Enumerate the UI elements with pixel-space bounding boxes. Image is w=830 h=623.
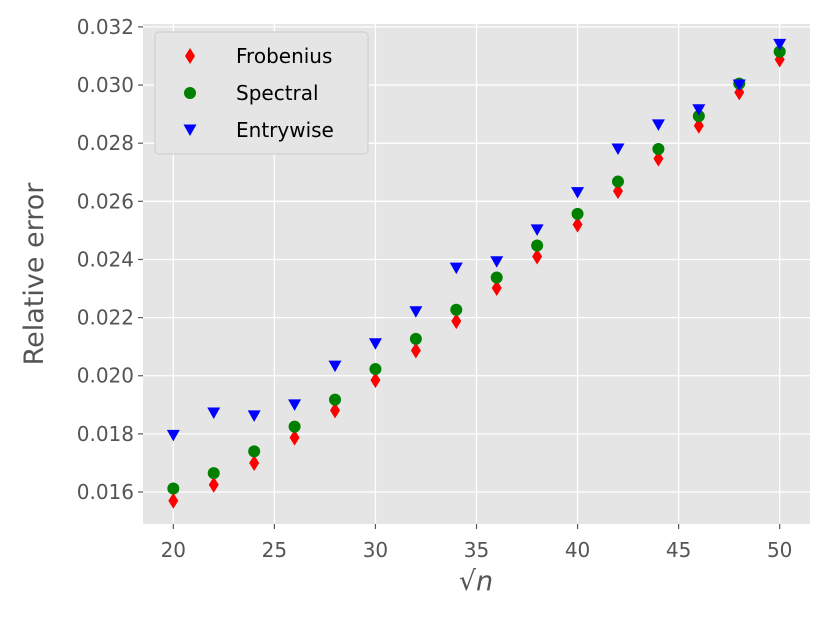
spectral-point (571, 207, 584, 220)
entrywise-point (449, 262, 463, 275)
y-tick-label: 0.026 (77, 189, 134, 213)
spectral-point (490, 271, 503, 284)
x-tick-label: 50 (767, 538, 792, 562)
entrywise-point (490, 256, 504, 268)
legend: Frobenius Spectral Entrywise (154, 31, 369, 155)
legend-items: Frobenius Spectral Entrywise (183, 44, 334, 142)
gridlines (143, 24, 810, 524)
spectral-point (167, 482, 180, 495)
legend-label: Entrywise (236, 118, 334, 142)
legend-box (154, 31, 369, 155)
y-tick-label: 0.030 (77, 73, 134, 97)
entrywise-point (732, 79, 746, 92)
entrywise-point (288, 399, 302, 411)
spectral-point (248, 445, 261, 458)
entrywise-point (571, 187, 585, 199)
spectral-point (652, 143, 665, 155)
x-tick-label: 25 (262, 538, 287, 562)
entrywise-point (530, 224, 544, 236)
legend-item-entrywise: Entrywise (183, 118, 334, 142)
spectral-point (207, 467, 220, 480)
y-tick-label: 0.032 (77, 15, 134, 39)
y-axis-ticks: 0.016 0.018 0.020 0.022 0.024 0.026 0.028 0.030… (77, 15, 143, 504)
x-tick-label: 35 (464, 538, 489, 562)
frobenius-point (249, 454, 260, 471)
spectral-point (450, 303, 463, 316)
entrywise-point (368, 338, 382, 350)
x-tick-label: 40 (565, 538, 590, 562)
frobenius-point (653, 150, 664, 167)
frobenius-point (289, 429, 300, 446)
y-tick-label: 0.018 (77, 422, 134, 446)
spectral-point (611, 175, 624, 188)
spectral-point (329, 393, 342, 406)
y-tick-label: 0.022 (77, 306, 134, 330)
x-tick-label: 30 (363, 538, 388, 562)
frobenius-point (491, 279, 502, 296)
legend-label: Spectral (236, 81, 319, 105)
legend-frobenius-marker (185, 48, 195, 64)
frobenius-point (330, 402, 341, 419)
entrywise-point (247, 410, 261, 422)
frobenius-point (168, 492, 179, 509)
y-axis-label: Relative error (19, 182, 50, 366)
y-tick-label: 0.016 (77, 480, 134, 504)
spectral-point (409, 332, 422, 345)
entrywise-point (166, 429, 180, 442)
entrywise-point (773, 38, 787, 51)
frobenius-point (451, 313, 462, 330)
legend-item-frobenius: Frobenius (185, 44, 332, 68)
x-axis-label-var: n (476, 566, 493, 597)
spectral-point (692, 110, 705, 123)
entrywise-point (409, 306, 423, 318)
spectral-point (288, 420, 301, 433)
entrywise-point (328, 360, 342, 373)
entrywise-point (611, 143, 625, 155)
series-spectral (167, 45, 786, 495)
entrywise-point (651, 119, 665, 131)
y-tick-label: 0.024 (77, 247, 134, 271)
entrywise-point (692, 104, 706, 116)
frobenius-point (410, 342, 421, 359)
data-points (166, 38, 787, 509)
legend-entrywise-marker (183, 124, 197, 136)
y-tick-label: 0.028 (77, 131, 134, 155)
spectral-point (531, 239, 544, 252)
spectral-point (773, 45, 786, 58)
frobenius-point (370, 372, 381, 389)
frobenius-point (208, 476, 219, 493)
legend-label: Frobenius (236, 44, 332, 68)
legend-spectral-marker (184, 87, 196, 99)
frobenius-point (532, 248, 543, 265)
y-tick-label: 0.020 (77, 364, 134, 388)
spectral-point (369, 363, 382, 376)
x-axis-label: √n (459, 566, 493, 597)
x-tick-label: 45 (666, 538, 691, 562)
legend-item-spectral: Spectral (184, 81, 319, 105)
frobenius-point (693, 117, 704, 134)
x-axis-ticks: 20 25 30 35 40 45 50 (161, 524, 792, 562)
frobenius-point (612, 183, 623, 200)
entrywise-point (207, 407, 221, 419)
frobenius-point (572, 216, 583, 233)
series-entrywise (166, 38, 787, 442)
x-tick-label: 20 (161, 538, 186, 562)
